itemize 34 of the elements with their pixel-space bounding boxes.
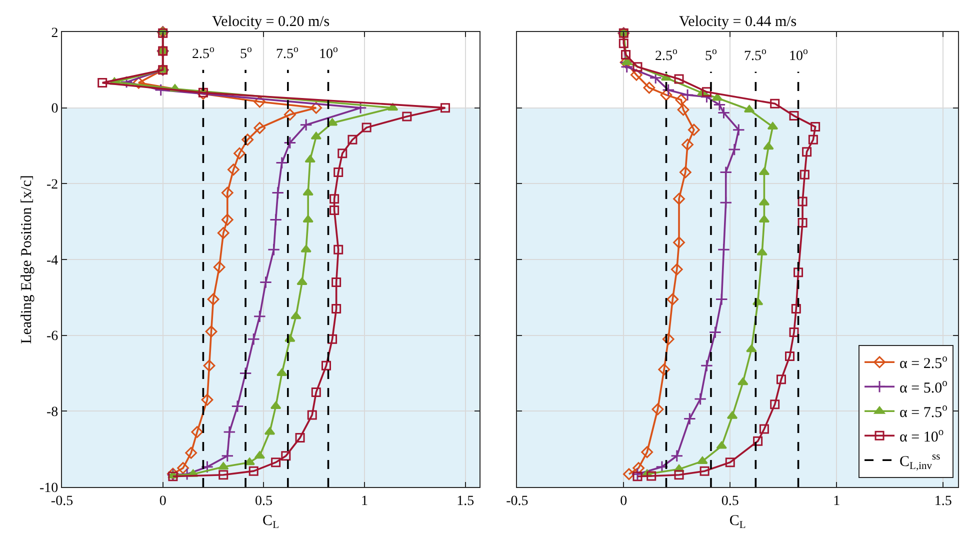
legend-label: α = 5.0$^{o}$ — [900, 378, 948, 396]
legend-label: α = 10$^{o}$ — [900, 427, 944, 446]
x-tick-label: -0.5 — [50, 494, 74, 509]
x-axis-title: C$_{L}$ — [729, 512, 746, 531]
x-tick-label: 1.5 — [456, 494, 474, 509]
x-tick-label: 1.5 — [934, 494, 952, 509]
annotation: 5$^{o}$ — [705, 46, 717, 64]
annotation: 7.5$^{o}$ — [276, 44, 298, 62]
annotation: 2.5$^{o}$ — [655, 46, 678, 64]
annotation: 10$^{o}$ — [319, 44, 338, 62]
x-tick-label: 0.5 — [254, 494, 272, 509]
y-tick-label: -6 — [46, 329, 58, 344]
y-axis-title: Leading Edge Position [x/c] — [18, 175, 35, 344]
x-tick-label: -0.5 — [506, 494, 528, 509]
x-tick-label: 1 — [361, 494, 368, 509]
legend-label: α = 2.5$^{o}$ — [900, 354, 948, 372]
annotation: 2.5$^{o}$ — [192, 44, 214, 62]
annotation: 5$^{o}$ — [240, 44, 252, 62]
annotation: 7.5$^{o}$ — [744, 46, 766, 64]
x-axis-title: C$_{L}$ — [262, 512, 279, 531]
annotation: 10$^{o}$ — [789, 46, 808, 64]
x-tick-label: 0 — [620, 494, 628, 509]
chart-title: Velocity = 0.44 m/s — [679, 14, 797, 30]
x-tick-label: 0.5 — [721, 494, 739, 509]
y-tick-label: -2 — [46, 178, 58, 193]
x-tick-label: 1 — [833, 494, 840, 509]
y-tick-label: -4 — [46, 253, 58, 268]
y-tick-label: -10 — [40, 480, 58, 496]
y-tick-label: -8 — [46, 405, 58, 420]
legend-label: α = 7.5$^{o}$ — [900, 402, 948, 421]
chart-title: Velocity = 0.20 m/s — [212, 14, 330, 30]
y-tick-label: 0 — [51, 102, 58, 117]
x-tick-label: 0 — [159, 494, 166, 509]
y-tick-label: 2 — [51, 26, 58, 41]
